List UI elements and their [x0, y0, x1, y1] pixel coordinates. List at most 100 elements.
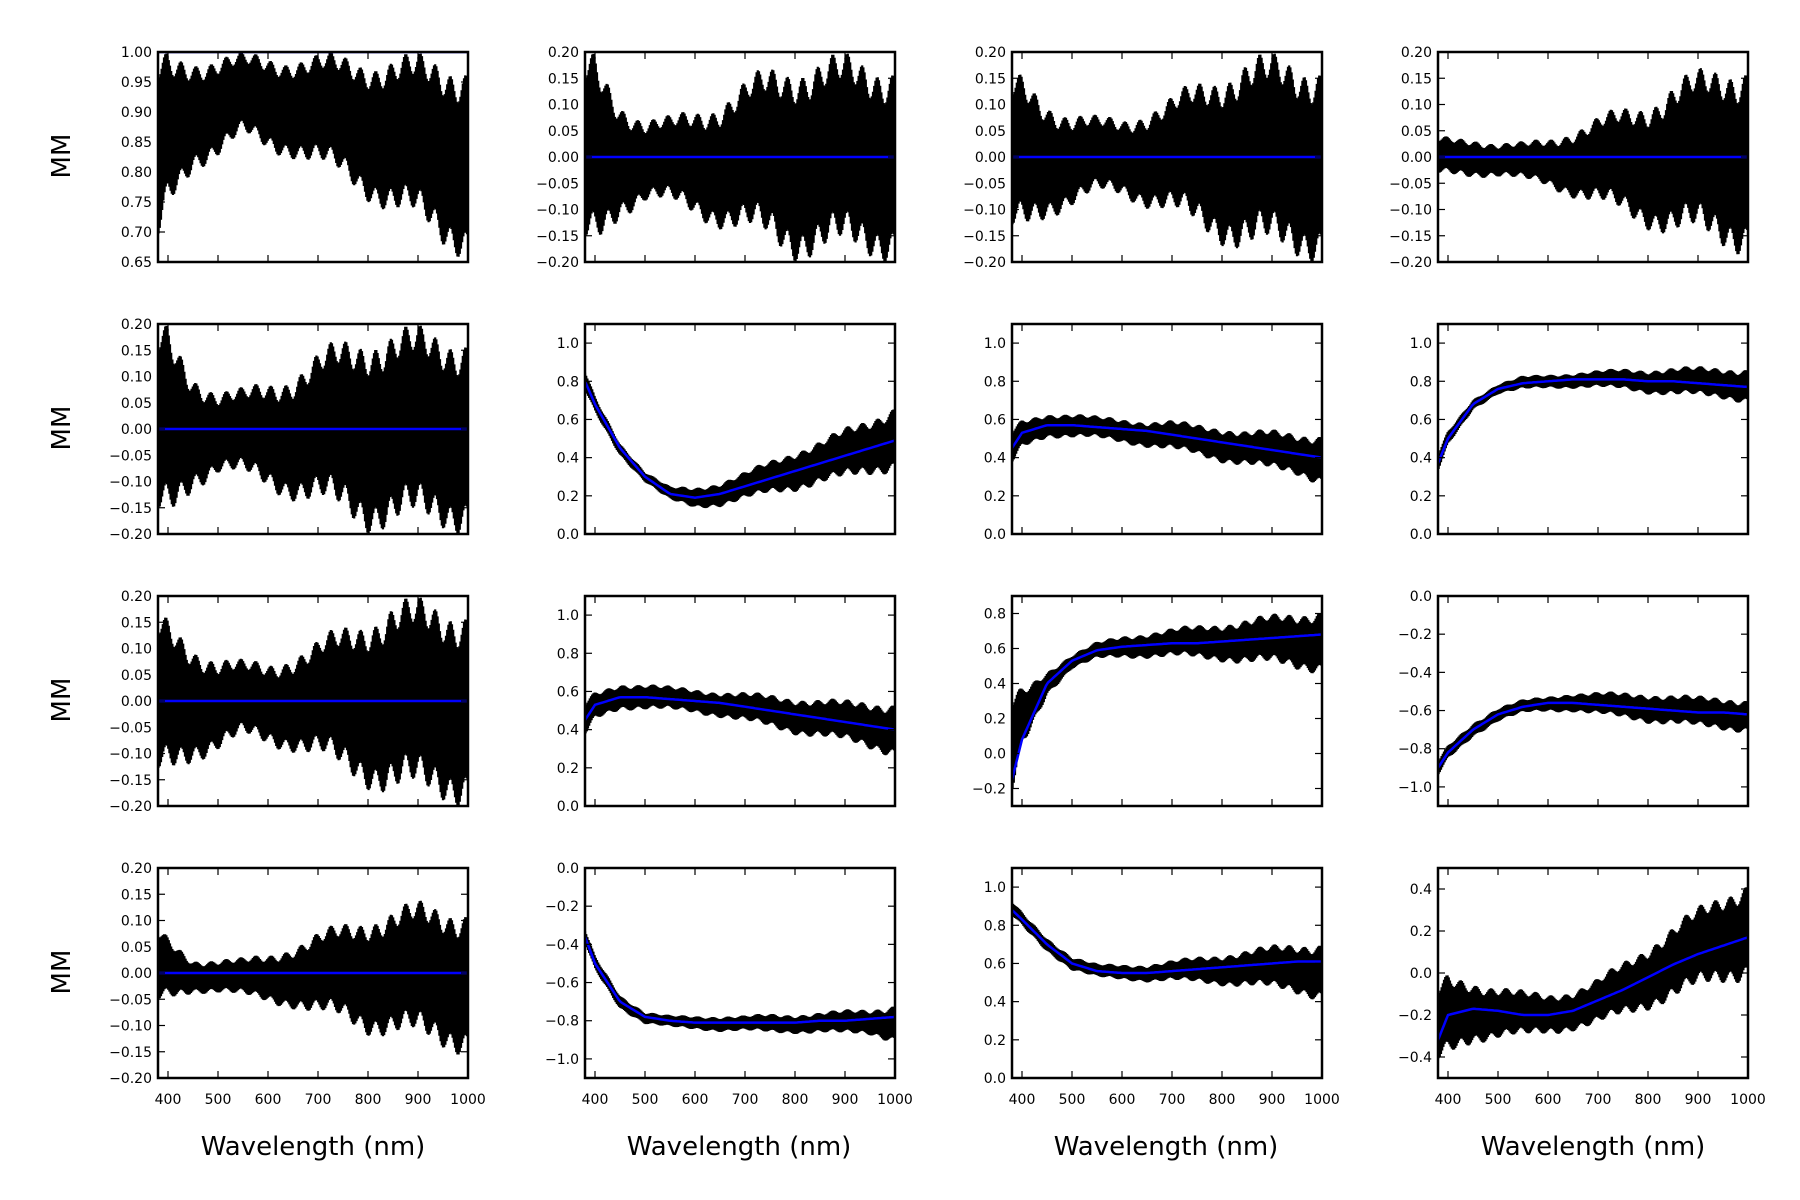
panel-m11: 1.00 0.95 0.90 0.85 0.80 0.75 0.70 0.65	[121, 45, 470, 271]
ytick-label: −0.05	[963, 176, 1006, 192]
ytick-label: −0.10	[536, 203, 579, 219]
ytick-label: 0.6	[557, 412, 579, 428]
ytick-label: −1.0	[1398, 780, 1432, 796]
panel-m31: 0.20 0.15 0.10 0.05 0.00 −0.05 −0.10 −0.15 −0.20	[109, 589, 470, 815]
ytick-label: 0.0	[1410, 527, 1432, 543]
ytick-label: 0.0	[984, 527, 1006, 543]
ylabel-row-3: MM	[47, 678, 77, 723]
data-series	[158, 325, 468, 534]
row-ylabels: MM MM MM MM	[47, 134, 77, 995]
ytick-label: 0.20	[975, 45, 1006, 61]
panel-m34: 0.0 −0.2 −0.4 −0.6 −0.8 −1.0	[1398, 589, 1750, 808]
data-series	[585, 53, 895, 262]
ytick-label: 0.8	[984, 374, 1006, 390]
fit-series	[1438, 378, 1748, 464]
ytick-label: −0.05	[109, 720, 152, 736]
panel-m42: 0.0 −0.2 −0.4 −0.6 −0.8 −1.0 400 500 600 700 800 90…	[545, 861, 913, 1108]
panel-m41: 0.20 0.15 0.10 0.05 0.00 −0.05 −0.10 −0.15 −0.20…	[109, 861, 486, 1108]
ylabel-row-2: MM	[47, 406, 77, 451]
axes-frame	[1010, 594, 1324, 808]
ytick-label: 0.20	[548, 45, 579, 61]
ytick-label: −0.20	[536, 255, 579, 271]
ytick-label: 1.0	[984, 880, 1006, 896]
ytick-label: −0.20	[109, 799, 152, 815]
ytick-label: 1.00	[121, 45, 152, 61]
xtick-label: 400	[155, 1092, 182, 1108]
ylabel-row-4: MM	[47, 950, 77, 995]
ytick-label: −0.8	[1398, 742, 1432, 758]
xtick-label: 600	[682, 1092, 709, 1108]
axes-frame	[1436, 322, 1750, 536]
ytick-label: 0.0	[557, 799, 579, 815]
ytick-label: 0.00	[121, 694, 152, 710]
ytick-label: 0.05	[121, 940, 152, 956]
data-series	[158, 900, 468, 1055]
subplot-grid: 1.00 0.95 0.90 0.85 0.80 0.75 0.70 0.65 0.20 0.15…	[109, 45, 1766, 1108]
ytick-label: 0.80	[121, 165, 152, 181]
ytick-label: 0.65	[121, 255, 152, 271]
ytick-label: −0.6	[545, 976, 579, 992]
ytick-label: 0.0	[557, 861, 579, 877]
ytick-label: −0.05	[109, 448, 152, 464]
ytick-label: 0.6	[984, 956, 1006, 972]
xtick-label: 700	[1159, 1092, 1186, 1108]
fit-series	[1012, 423, 1322, 459]
ytick-label: 1.0	[1410, 336, 1432, 352]
ytick-label: 0.15	[121, 615, 152, 631]
ytick-label: 0.2	[557, 761, 579, 777]
ytick-label: −0.4	[545, 937, 579, 953]
ytick-label: 1.0	[984, 336, 1006, 352]
ytick-label: −0.4	[1398, 1050, 1432, 1066]
xlabel-col-4: Wavelength (nm)	[1481, 1132, 1706, 1162]
ytick-label: 0.6	[984, 642, 1006, 658]
data-series	[585, 930, 895, 1041]
fit-series	[1438, 701, 1748, 769]
ytick-label: 0.00	[1401, 150, 1432, 166]
ytick-label: −0.2	[545, 899, 579, 915]
ytick-label: 0.2	[984, 712, 1006, 728]
ytick-label: −0.2	[972, 782, 1006, 798]
xtick-label: 1000	[450, 1092, 486, 1108]
ytick-label: −0.10	[1389, 203, 1432, 219]
ytick-label: 0.10	[121, 914, 152, 930]
ytick-label: 0.20	[1401, 45, 1432, 61]
ytick-label: 0.2	[984, 1033, 1006, 1049]
ytick-label: −0.10	[109, 475, 152, 491]
ytick-label: 0.10	[121, 370, 152, 386]
data-series	[1012, 53, 1322, 262]
fit-series	[585, 695, 895, 731]
ytick-label: −0.8	[545, 1014, 579, 1030]
xtick-label: 900	[405, 1092, 432, 1108]
xtick-label: 900	[832, 1092, 859, 1108]
ytick-label: 0.15	[121, 343, 152, 359]
xtick-label: 400	[1435, 1092, 1462, 1108]
ytick-label: 0.20	[121, 589, 152, 605]
ylabel-row-1: MM	[47, 134, 77, 179]
xtick-label: 500	[1059, 1092, 1086, 1108]
xtick-label: 600	[1109, 1092, 1136, 1108]
ytick-label: 0.10	[975, 98, 1006, 114]
ytick-label: −0.15	[1389, 229, 1432, 245]
data-series	[585, 684, 895, 756]
xtick-label: 900	[1259, 1092, 1286, 1108]
ytick-label: 0.15	[548, 71, 579, 87]
xtick-label: 800	[1209, 1092, 1236, 1108]
ytick-label: 0.70	[121, 225, 152, 241]
data-series	[1012, 902, 1322, 1000]
ytick-label: −0.15	[109, 501, 152, 517]
ytick-label: 0.15	[121, 887, 152, 903]
ytick-label: −0.20	[109, 527, 152, 543]
xtick-label: 1000	[1304, 1092, 1340, 1108]
axes-frame	[1010, 322, 1324, 536]
ytick-label: 0.4	[557, 451, 579, 467]
ytick-label: −0.10	[963, 203, 1006, 219]
ytick-label: −0.20	[109, 1071, 152, 1087]
ytick-label: 0.15	[975, 71, 1006, 87]
ytick-label: 0.4	[984, 677, 1006, 693]
ytick-label: −0.10	[109, 747, 152, 763]
ytick-label: −0.10	[109, 1019, 152, 1035]
ytick-label: −0.15	[536, 229, 579, 245]
fit-series	[585, 936, 895, 1024]
